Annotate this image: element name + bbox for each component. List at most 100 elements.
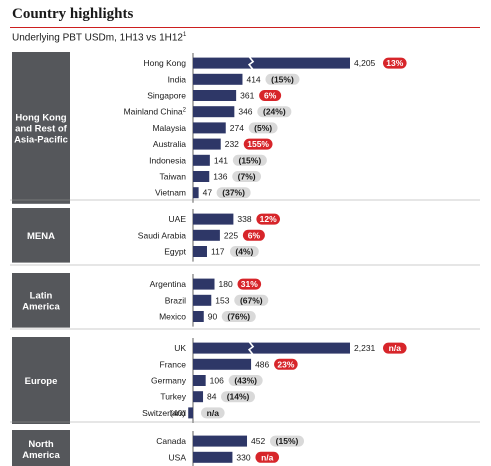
- category-label: Taiwan: [160, 172, 187, 182]
- bar: [193, 187, 199, 199]
- change-label: 6%: [248, 230, 261, 240]
- bar: [188, 407, 193, 419]
- region-box: [12, 337, 70, 424]
- value-label: 84: [207, 392, 217, 402]
- value-label: 90: [208, 312, 218, 322]
- change-label: (5%): [254, 123, 272, 133]
- category-label: Brazil: [165, 295, 186, 305]
- category-name: UK: [174, 343, 186, 353]
- change-pill: [256, 213, 280, 225]
- category-name: Egypt: [164, 247, 186, 257]
- change-label: (24%): [263, 107, 286, 117]
- region-label: America: [22, 301, 60, 312]
- category-name: Mexico: [159, 312, 186, 322]
- change-label: (15%): [276, 436, 299, 446]
- change-label: (15%): [239, 155, 262, 165]
- value-label: 338: [237, 214, 251, 224]
- value-label: 2,231: [354, 343, 376, 353]
- category-label: Mainland China2: [124, 107, 187, 117]
- region-label: Asia-Pacific: [14, 134, 68, 145]
- value-label: 225: [224, 230, 238, 240]
- chart-subtitle: Underlying PBT USDm, 1H13 vs 1H121: [12, 32, 186, 43]
- change-label: 155%: [247, 139, 269, 149]
- page-title: Country highlights: [12, 6, 134, 22]
- bar: [193, 435, 248, 447]
- region-box: [12, 208, 70, 263]
- value-label: 180: [219, 279, 233, 289]
- category-name: Australia: [153, 139, 186, 149]
- change-pill: [232, 171, 262, 182]
- category-label: Egypt: [164, 247, 186, 257]
- category-label: Singapore: [147, 91, 186, 101]
- bar: [193, 154, 210, 166]
- value-label: 153: [215, 295, 229, 305]
- change-pill: [270, 435, 305, 447]
- change-pill: [232, 154, 267, 166]
- value-label: 106: [210, 376, 224, 386]
- change-pill: [274, 358, 298, 370]
- category-name: UAE: [169, 214, 187, 224]
- category-label: Argentina: [150, 279, 187, 289]
- region-label: and Rest of: [15, 123, 68, 134]
- region-label: MENA: [27, 231, 55, 242]
- category-label: Vietnam: [155, 188, 186, 198]
- category-label: Turkey: [160, 392, 186, 402]
- change-label: (4%): [235, 247, 253, 257]
- change-pill: [221, 311, 256, 322]
- change-label: (67%): [240, 295, 263, 305]
- category-footnote: 2: [183, 108, 187, 114]
- change-pill: [242, 229, 265, 241]
- bar: [193, 213, 234, 225]
- category-label: Germany: [151, 376, 187, 386]
- bar: [193, 342, 350, 354]
- region-label: Europe: [25, 376, 58, 387]
- region-box: [12, 52, 70, 204]
- region-label: Hong Kong: [15, 112, 66, 123]
- category-label: France: [160, 359, 187, 369]
- category-label: UAE: [169, 214, 187, 224]
- change-pill: [229, 246, 259, 257]
- category-name: Taiwan: [160, 172, 187, 182]
- value-label: 47: [203, 188, 213, 198]
- axis-break-marker: [247, 56, 255, 71]
- change-pill: [216, 187, 251, 199]
- change-pill: [221, 391, 256, 403]
- title-rule: [10, 27, 480, 28]
- change-label: (37%): [222, 188, 245, 198]
- value-label: 117: [211, 247, 225, 257]
- region-label: North: [28, 439, 54, 450]
- category-name: Argentina: [150, 279, 187, 289]
- category-name: Indonesia: [149, 155, 186, 165]
- bar: [193, 57, 350, 69]
- change-label: 13%: [386, 58, 403, 68]
- change-pill: [201, 407, 225, 419]
- value-label: 414: [246, 74, 260, 84]
- subtitle-text: Underlying PBT USDm, 1H13 vs 1H12: [12, 32, 183, 44]
- change-pill: [255, 451, 280, 463]
- bar: [193, 171, 210, 182]
- change-label: (43%): [234, 376, 257, 386]
- subtitle-footnote: 1: [183, 32, 187, 38]
- change-label: 6%: [264, 91, 277, 101]
- category-name: Saudi Arabia: [138, 230, 186, 240]
- category-label: Australia: [153, 139, 186, 149]
- value-label: 346: [238, 107, 252, 117]
- change-pill: [383, 57, 407, 69]
- change-label: (15%): [271, 74, 294, 84]
- category-name: Turkey: [160, 392, 186, 402]
- category-name: Mainland China: [124, 107, 183, 117]
- bar: [193, 122, 226, 134]
- category-label: Saudi Arabia: [138, 230, 186, 240]
- bar: [193, 375, 206, 386]
- change-pill: [259, 90, 282, 101]
- change-label: n/a: [389, 343, 402, 353]
- value-label: 274: [230, 123, 244, 133]
- region-box: [12, 273, 70, 328]
- value-label: 361: [240, 91, 254, 101]
- change-pill: [257, 106, 292, 118]
- change-label: n/a: [261, 452, 274, 462]
- region-label: America: [22, 450, 60, 461]
- category-label: Indonesia: [149, 155, 186, 165]
- region-box: [12, 430, 70, 466]
- bar: [193, 138, 221, 150]
